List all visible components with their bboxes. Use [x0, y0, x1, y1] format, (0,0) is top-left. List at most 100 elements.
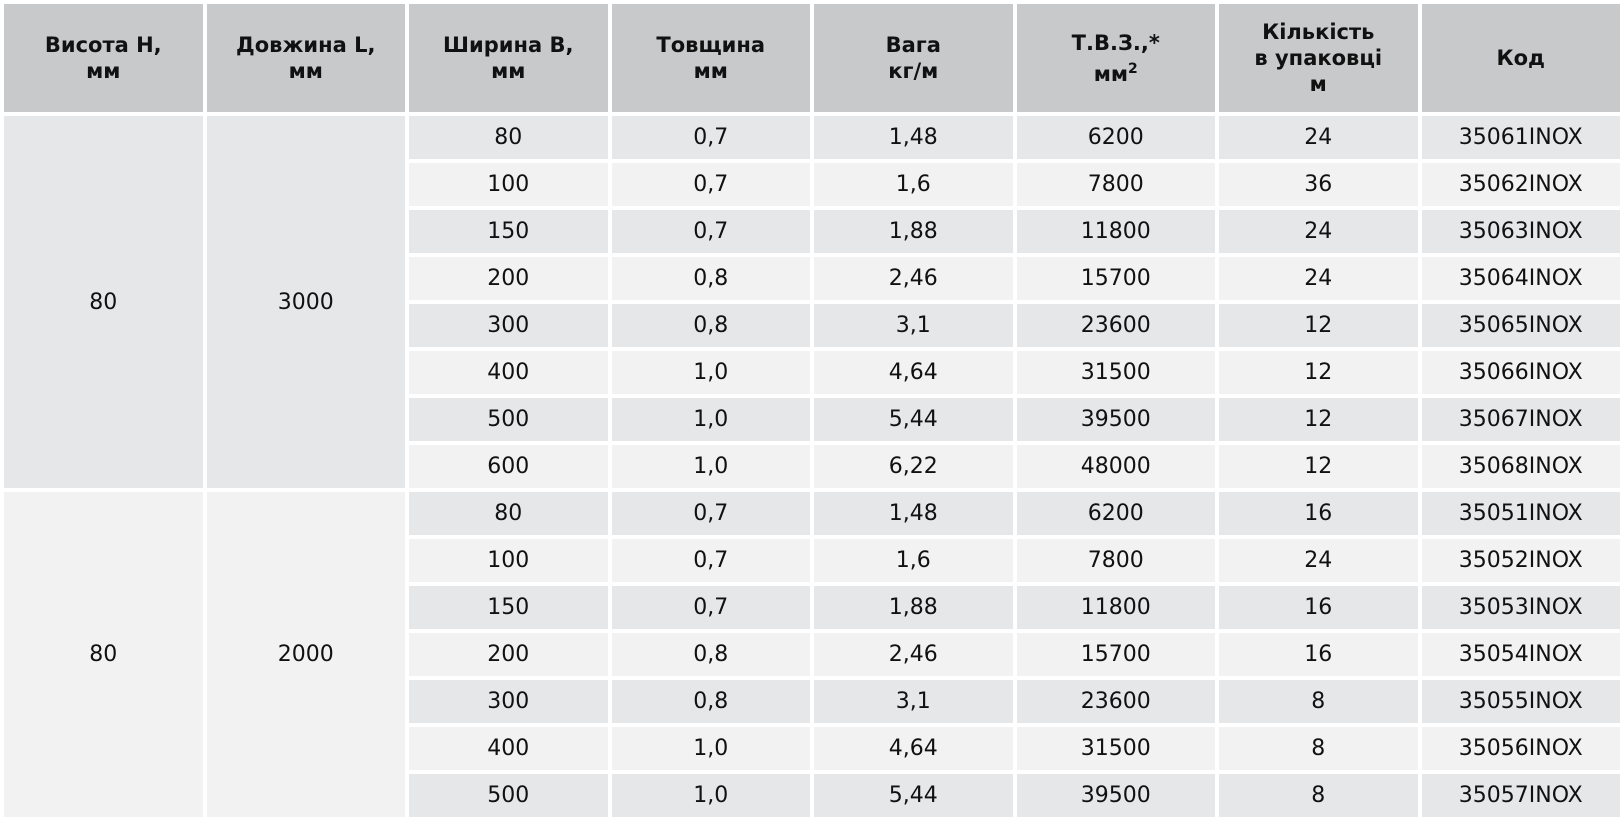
header-thickness: Товщина мм — [611, 4, 810, 112]
cell-width: 200 — [409, 633, 608, 676]
cell-package-qty: 24 — [1219, 539, 1418, 582]
cell-cross-section: 39500 — [1016, 774, 1215, 817]
cell-cross-section: 23600 — [1016, 304, 1215, 347]
cell-weight: 3,1 — [814, 680, 1013, 723]
cell-code: 35061INOX — [1421, 116, 1620, 159]
header-text: мм — [491, 59, 526, 83]
cell-width: 200 — [409, 257, 608, 300]
cell-cross-section: 11800 — [1016, 586, 1215, 629]
cell-weight: 5,44 — [814, 398, 1013, 441]
table-row: 100 0,7 1,6 7800 24 35052INOX — [4, 539, 1620, 582]
cell-weight: 1,48 — [814, 492, 1013, 535]
cell-package-qty: 12 — [1219, 304, 1418, 347]
cell-length: 2000 — [206, 492, 405, 817]
header-text: Вага — [885, 33, 941, 57]
cell-thickness: 0,8 — [611, 304, 810, 347]
cell-code: 35052INOX — [1421, 539, 1620, 582]
cell-thickness: 0,8 — [611, 257, 810, 300]
cell-width: 80 — [409, 116, 608, 159]
header-text: Т.В.З.,* — [1071, 30, 1160, 55]
cell-weight: 1,48 — [814, 116, 1013, 159]
table-row: 150 0,7 1,88 11800 24 35063INOX — [4, 210, 1620, 253]
cell-weight: 4,64 — [814, 351, 1013, 394]
cell-cross-section: 6200 — [1016, 116, 1215, 159]
cell-code: 35051INOX — [1421, 492, 1620, 535]
cell-width: 500 — [409, 774, 608, 817]
cell-width: 300 — [409, 304, 608, 347]
cell-thickness: 1,0 — [611, 727, 810, 770]
header-height: Висота H, мм — [4, 4, 203, 112]
cell-code: 35067INOX — [1421, 398, 1620, 441]
table-row: 200 0,8 2,46 15700 24 35064INOX — [4, 257, 1620, 300]
cell-code: 35066INOX — [1421, 351, 1620, 394]
cell-width: 100 — [409, 539, 608, 582]
header-row: Висота H, мм Довжина L, мм Ширина B, мм Товщин… — [4, 4, 1620, 112]
table-row: 80 2000 80 0,7 1,48 6200 16 35051INOX — [4, 492, 1620, 817]
cell-weight: 2,46 — [814, 633, 1013, 676]
table-row: 300 0,8 3,1 23600 12 35065INOX — [4, 304, 1620, 347]
cell-package-qty: 8 — [1219, 727, 1418, 770]
cell-thickness: 1,0 — [611, 445, 810, 488]
cell-thickness: 0,7 — [611, 210, 810, 253]
header-text: Довжина L, — [236, 33, 376, 57]
cell-package-qty: 8 — [1219, 774, 1418, 817]
cell-thickness: 1,0 — [611, 398, 810, 441]
cell-width: 100 — [409, 163, 608, 206]
cell-cross-section: 7800 — [1016, 539, 1215, 582]
header-cross-section: Т.В.З.,* мм2 — [1016, 4, 1215, 112]
cell-cross-section: 39500 — [1016, 398, 1215, 441]
cell-code: 35057INOX — [1421, 774, 1620, 817]
table-row: 400 1,0 4,64 31500 12 35066INOX — [4, 351, 1620, 394]
header-text: Ширина B, — [443, 33, 574, 57]
cell-package-qty: 8 — [1219, 680, 1418, 723]
cell-height: 80 — [4, 116, 203, 488]
header-text: Висота H, — [44, 33, 162, 57]
cell-code: 35062INOX — [1421, 163, 1620, 206]
header-package-qty: Кількість в упаковці м — [1219, 4, 1418, 112]
header-width: Ширина B, мм — [409, 4, 608, 112]
cell-package-qty: 12 — [1219, 445, 1418, 488]
cell-package-qty: 16 — [1219, 492, 1418, 535]
cell-weight: 2,46 — [814, 257, 1013, 300]
cell-package-qty: 24 — [1219, 257, 1418, 300]
cell-width: 600 — [409, 445, 608, 488]
cell-weight: 1,6 — [814, 163, 1013, 206]
cell-width: 400 — [409, 727, 608, 770]
cell-code: 35055INOX — [1421, 680, 1620, 723]
cell-thickness: 0,7 — [611, 539, 810, 582]
cell-cross-section: 6200 — [1016, 492, 1215, 535]
cell-weight: 1,88 — [814, 586, 1013, 629]
cell-thickness: 0,8 — [611, 680, 810, 723]
table-row: 80 3000 80 0,7 1,48 6200 24 35061INOX — [4, 116, 1620, 488]
header-text: м — [1309, 72, 1327, 96]
cell-cross-section: 7800 — [1016, 163, 1215, 206]
header-text: кг/м — [888, 59, 939, 83]
header-length: Довжина L, мм — [206, 4, 405, 112]
table-row: 400 1,0 4,64 31500 8 35056INOX — [4, 727, 1620, 770]
header-text: мм — [288, 59, 323, 83]
cell-width: 80 — [409, 492, 608, 535]
header-text: Товщина — [656, 33, 766, 57]
cell-thickness: 0,8 — [611, 633, 810, 676]
cell-thickness: 1,0 — [611, 774, 810, 817]
cell-cross-section: 31500 — [1016, 727, 1215, 770]
cell-weight: 6,22 — [814, 445, 1013, 488]
cell-width: 300 — [409, 680, 608, 723]
table-row: 500 1,0 5,44 39500 8 35057INOX — [4, 774, 1620, 817]
cell-code: 35063INOX — [1421, 210, 1620, 253]
cell-code: 35064INOX — [1421, 257, 1620, 300]
cell-package-qty: 24 — [1219, 116, 1418, 159]
table-row: 500 1,0 5,44 39500 12 35067INOX — [4, 398, 1620, 441]
cell-cross-section: 11800 — [1016, 210, 1215, 253]
cell-package-qty: 12 — [1219, 398, 1418, 441]
cell-package-qty: 12 — [1219, 351, 1418, 394]
cell-width: 400 — [409, 351, 608, 394]
cell-package-qty: 16 — [1219, 633, 1418, 676]
cell-height: 80 — [4, 492, 203, 817]
cell-cross-section: 48000 — [1016, 445, 1215, 488]
table-row: 150 0,7 1,88 11800 16 35053INOX — [4, 586, 1620, 629]
cell-width: 150 — [409, 586, 608, 629]
header-text: мм — [86, 59, 121, 83]
table-row: 600 1,0 6,22 48000 12 35068INOX — [4, 445, 1620, 488]
